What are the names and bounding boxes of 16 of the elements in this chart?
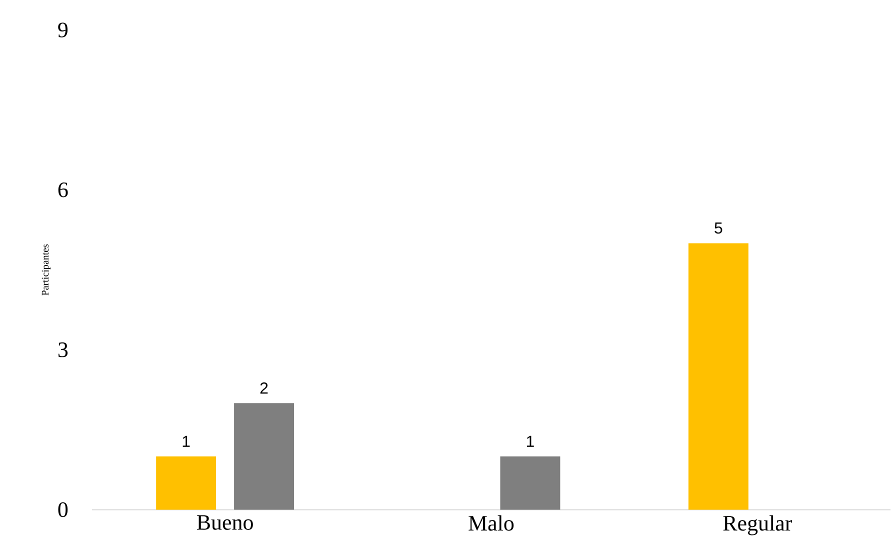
x-tick-label: Bueno [196,515,253,530]
y-tick-label: 6 [58,182,68,198]
y-tick-label: 3 [58,342,68,358]
data-label: 5 [714,222,722,234]
data-label: 1 [182,436,190,448]
y-tick-label: 9 [58,22,68,38]
x-tick-label: Malo [468,515,514,531]
data-label: 1 [526,436,534,448]
bar [156,456,216,510]
data-label: 2 [260,382,268,394]
y-axis-title: Participantes [42,244,51,296]
x-tick-label: Regular [723,515,792,536]
y-tick-label: 0 [58,502,68,518]
bar [688,243,748,510]
bar [500,456,560,510]
bar [234,403,294,510]
